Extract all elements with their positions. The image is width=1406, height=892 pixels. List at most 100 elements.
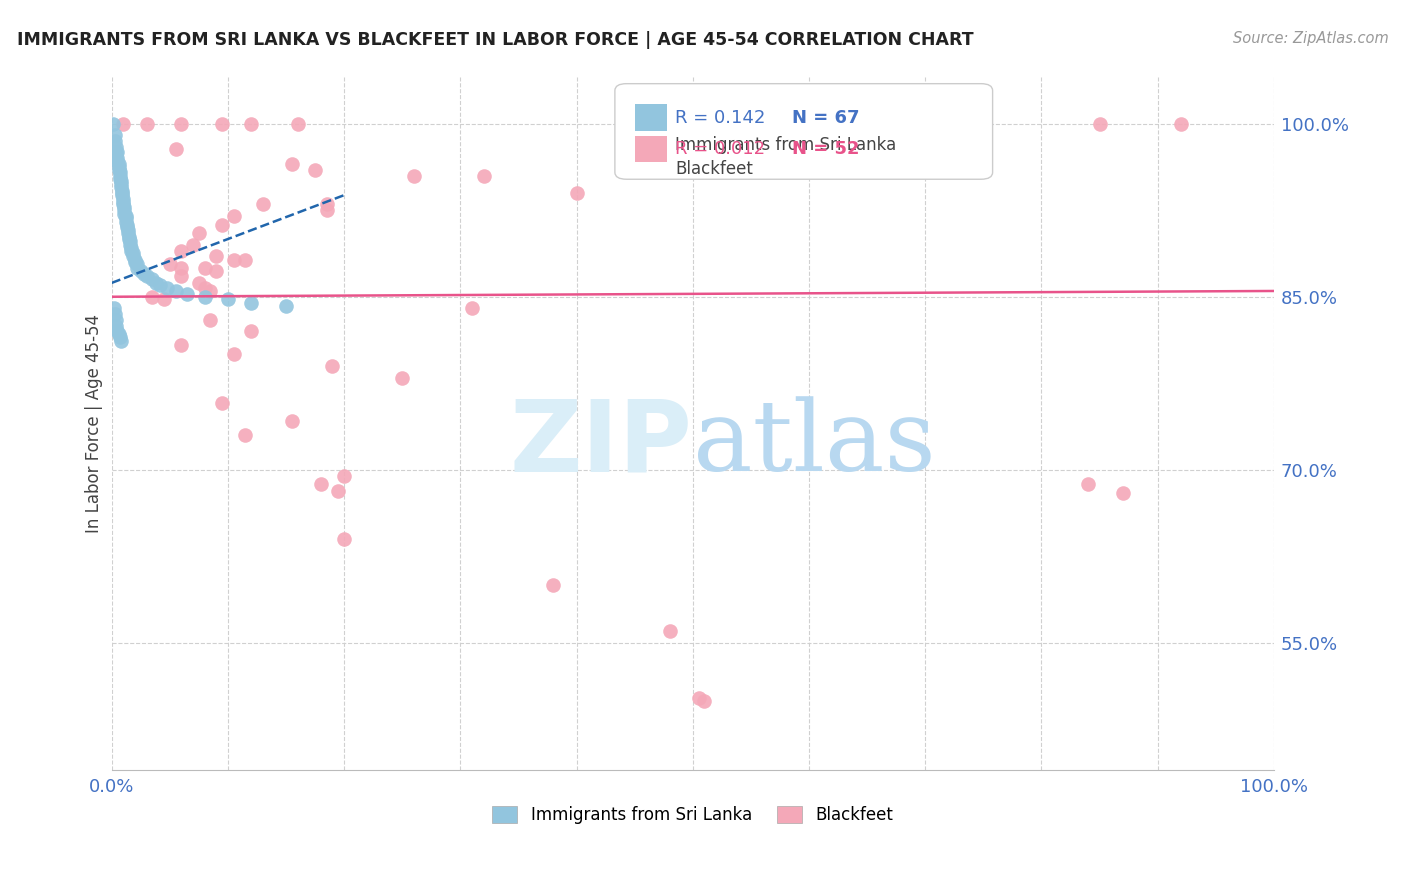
Point [1170, 117, 1192, 131]
Point [104, 128, 127, 143]
Point [304, 162, 326, 177]
Point [194, 290, 217, 304]
Point [134, 267, 156, 281]
Point [117, 227, 139, 241]
Point [187, 276, 209, 290]
Point [104, 307, 127, 321]
Point [149, 278, 172, 293]
Point [112, 192, 135, 206]
Point [127, 257, 149, 271]
Point [107, 157, 129, 171]
Point [658, 624, 681, 639]
Text: IMMIGRANTS FROM SRI LANKA VS BLACKFEET IN LABOR FORCE | AGE 45-54 CORRELATION CH: IMMIGRANTS FROM SRI LANKA VS BLACKFEET I… [17, 31, 973, 49]
Point [170, 244, 193, 258]
Point [217, 292, 239, 306]
Point [105, 145, 128, 160]
Point [688, 691, 710, 706]
Point [114, 215, 136, 229]
Point [170, 338, 193, 352]
Text: Immigrants from Sri Lanka: Immigrants from Sri Lanka [675, 136, 897, 153]
Point [111, 184, 134, 198]
Point [110, 180, 132, 194]
Point [240, 324, 263, 338]
Point [222, 252, 245, 267]
Point [107, 324, 129, 338]
Point [107, 326, 129, 341]
Point [1088, 117, 1111, 131]
Point [156, 280, 179, 294]
Text: N = 52: N = 52 [792, 140, 859, 159]
Point [211, 117, 233, 131]
Point [111, 186, 134, 200]
Point [170, 117, 193, 131]
Point [328, 483, 350, 498]
Text: ZIP: ZIP [510, 396, 693, 493]
Point [211, 396, 233, 410]
Point [194, 280, 217, 294]
Point [112, 200, 135, 214]
Point [315, 203, 337, 218]
Point [107, 162, 129, 177]
Point [543, 578, 565, 592]
Point [170, 268, 193, 283]
Text: atlas: atlas [693, 397, 935, 492]
Point [274, 299, 297, 313]
Point [135, 268, 157, 283]
Point [110, 177, 132, 191]
Point [120, 237, 142, 252]
Point [222, 209, 245, 223]
Point [145, 276, 167, 290]
Point [120, 241, 142, 255]
Point [333, 532, 356, 546]
Point [141, 272, 163, 286]
Point [112, 195, 135, 210]
Point [124, 252, 146, 267]
Point [565, 186, 588, 200]
Point [105, 313, 128, 327]
Point [115, 218, 138, 232]
Y-axis label: In Labor Force | Age 45-54: In Labor Force | Age 45-54 [86, 314, 103, 533]
Point [121, 249, 143, 263]
Point [103, 301, 125, 316]
Point [402, 169, 425, 183]
Point [165, 284, 187, 298]
Point [108, 330, 131, 344]
Point [141, 290, 163, 304]
Text: R = 0.142: R = 0.142 [675, 109, 766, 127]
Point [233, 252, 256, 267]
Point [127, 260, 149, 275]
Point [105, 318, 128, 333]
Point [309, 476, 332, 491]
Point [170, 260, 193, 275]
Point [472, 169, 495, 183]
Point [107, 145, 129, 160]
Point [333, 468, 356, 483]
Point [287, 117, 309, 131]
Point [112, 203, 135, 218]
Point [115, 220, 138, 235]
Point [104, 134, 127, 148]
Text: Blackfeet: Blackfeet [675, 160, 754, 178]
Point [124, 255, 146, 269]
Point [240, 117, 263, 131]
Point [165, 142, 187, 156]
Point [114, 211, 136, 226]
Point [117, 223, 139, 237]
FancyBboxPatch shape [614, 84, 993, 179]
Point [112, 207, 135, 221]
Point [159, 257, 181, 271]
Point [1077, 476, 1099, 491]
Point [107, 151, 129, 165]
Bar [634, 104, 668, 131]
Point [108, 165, 131, 179]
Point [281, 157, 304, 171]
Point [194, 260, 217, 275]
Point [105, 139, 128, 153]
Point [200, 284, 222, 298]
Text: N = 67: N = 67 [792, 109, 859, 127]
Point [110, 334, 132, 348]
Point [205, 264, 228, 278]
Point [108, 172, 131, 186]
Point [107, 161, 129, 175]
Point [176, 287, 198, 301]
